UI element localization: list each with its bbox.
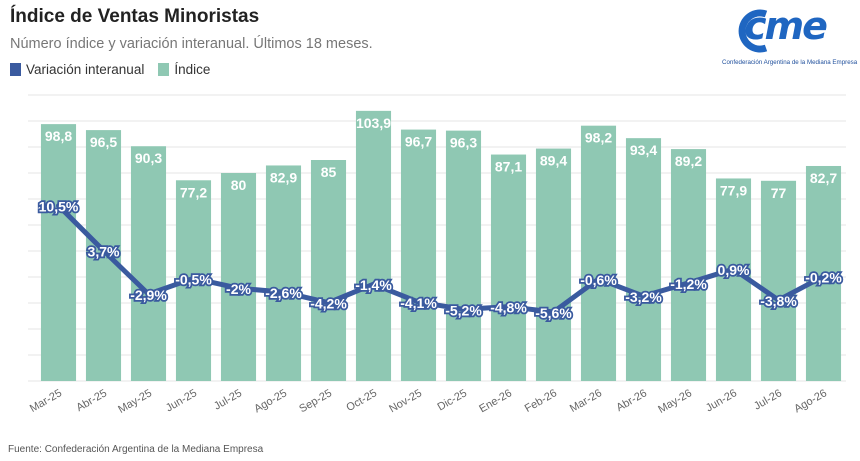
- x-tick-label: Jun-26: [704, 387, 739, 414]
- bar-value-label: 98,2: [585, 130, 612, 146]
- line-series: [56, 203, 826, 315]
- x-tick-label: Jul-26: [752, 387, 784, 412]
- x-tick-label: Oct-25: [344, 387, 379, 414]
- line-value-label: 3,7%: [88, 244, 120, 260]
- line-value-label: -5,2%: [445, 302, 482, 318]
- logo-caption: Confederación Argentina de la Mediana Em…: [722, 59, 858, 66]
- bar: [400, 129, 437, 381]
- bar-value-label: 103,9: [356, 115, 391, 131]
- chart-title: Índice de Ventas Minoristas: [10, 6, 260, 27]
- legend-item-line: Variación interanual: [10, 62, 144, 77]
- bar: [85, 130, 122, 381]
- legend-label-line: Variación interanual: [26, 62, 145, 77]
- legend-item-bar: Índice: [158, 62, 210, 77]
- line-value-label: -5,6%: [535, 305, 572, 321]
- line-value-label: -1,2%: [670, 276, 707, 292]
- line-value-label: -1,4%: [355, 277, 392, 293]
- x-tick-label: Sep-25: [297, 387, 334, 415]
- legend-swatch-line: [10, 63, 21, 76]
- x-tick-label: Ene-26: [477, 387, 514, 415]
- bar: [220, 173, 257, 381]
- bar: [310, 160, 347, 381]
- bar: [40, 124, 77, 382]
- legend-swatch-bar: [158, 63, 170, 76]
- bar-value-label: 77,2: [180, 184, 207, 200]
- x-tick-label: Jul-25: [212, 387, 244, 412]
- line-value-label: -0,5%: [175, 271, 212, 287]
- bar-value-label: 87,1: [495, 159, 522, 175]
- bar-value-label: 82,9: [270, 169, 297, 185]
- logo-arc-icon: [738, 9, 768, 53]
- line-value-label: 10,5%: [39, 199, 79, 215]
- line-value-label: -4,2%: [310, 296, 347, 312]
- line-value-label: -0,6%: [580, 272, 617, 288]
- chart-subtitle: Número índice y variación interanual. Úl…: [10, 36, 373, 52]
- line-value-label: -2,6%: [265, 285, 302, 301]
- bar-value-label: 77: [771, 185, 787, 201]
- bar-value-label: 96,7: [405, 134, 432, 150]
- bar: [625, 138, 662, 381]
- line-value-label: -4,8%: [490, 300, 527, 316]
- bar-value-label: 90,3: [135, 150, 162, 166]
- line-value-label: -2%: [226, 281, 251, 297]
- legend-label-bar: Índice: [174, 62, 211, 77]
- x-tick-label: Ago-26: [792, 387, 829, 415]
- came-logo: cme Confederación Argentina de la Median…: [722, 4, 858, 74]
- x-tick-label: May-25: [116, 387, 154, 416]
- line-value-label: 0,9%: [718, 262, 750, 278]
- bar-value-label: 89,4: [540, 153, 567, 169]
- bar: [805, 165, 842, 381]
- line-value-label: -3,8%: [760, 293, 797, 309]
- bar: [670, 149, 707, 381]
- bar: [445, 130, 482, 381]
- line-value-label: -0,2%: [805, 269, 842, 285]
- bar: [265, 165, 302, 381]
- x-tick-label: Feb-26: [523, 387, 559, 415]
- line-value-label: -3,2%: [625, 289, 662, 305]
- line-value-label: -4,1%: [400, 295, 437, 311]
- x-tick-label: May-26: [656, 387, 694, 416]
- bar: [760, 180, 797, 381]
- bar-value-label: 98,8: [45, 128, 72, 144]
- bar-value-label: 80: [231, 177, 247, 193]
- x-tick-label: Ago-25: [252, 387, 289, 415]
- chart-plot: 98,8 96,5 90,3 77,2 80 82,9 85 103,9 96,7 96,3 87,…: [28, 94, 846, 416]
- bar: [355, 110, 392, 382]
- bar: [535, 148, 572, 381]
- bar-value-label: 77,9: [720, 182, 747, 198]
- line-value-label: -2,9%: [130, 287, 167, 303]
- x-tick-label: Abr-26: [614, 387, 649, 414]
- bar: [490, 154, 527, 381]
- x-tick-label: Mar-26: [568, 387, 604, 415]
- bar: [130, 146, 167, 381]
- bar: [580, 125, 617, 382]
- x-tick-label: Mar-25: [28, 387, 64, 415]
- x-tick-label: Abr-25: [74, 387, 109, 414]
- bar-value-label: 89,2: [675, 153, 702, 169]
- bar-value-label: 85: [321, 164, 337, 180]
- bar-value-label: 96,3: [450, 135, 477, 151]
- source-note: Fuente: Confederación Argentina de la Me…: [8, 444, 264, 455]
- bar-value-label: 93,4: [630, 142, 657, 158]
- legend: Variación interanual Índice: [10, 62, 210, 77]
- x-tick-label: Nov-25: [387, 387, 424, 415]
- x-tick-label: Jun-25: [164, 387, 199, 414]
- bar-value-label: 96,5: [90, 134, 117, 150]
- bar-value-label: 82,7: [810, 170, 837, 186]
- x-tick-label: Dic-25: [435, 387, 469, 413]
